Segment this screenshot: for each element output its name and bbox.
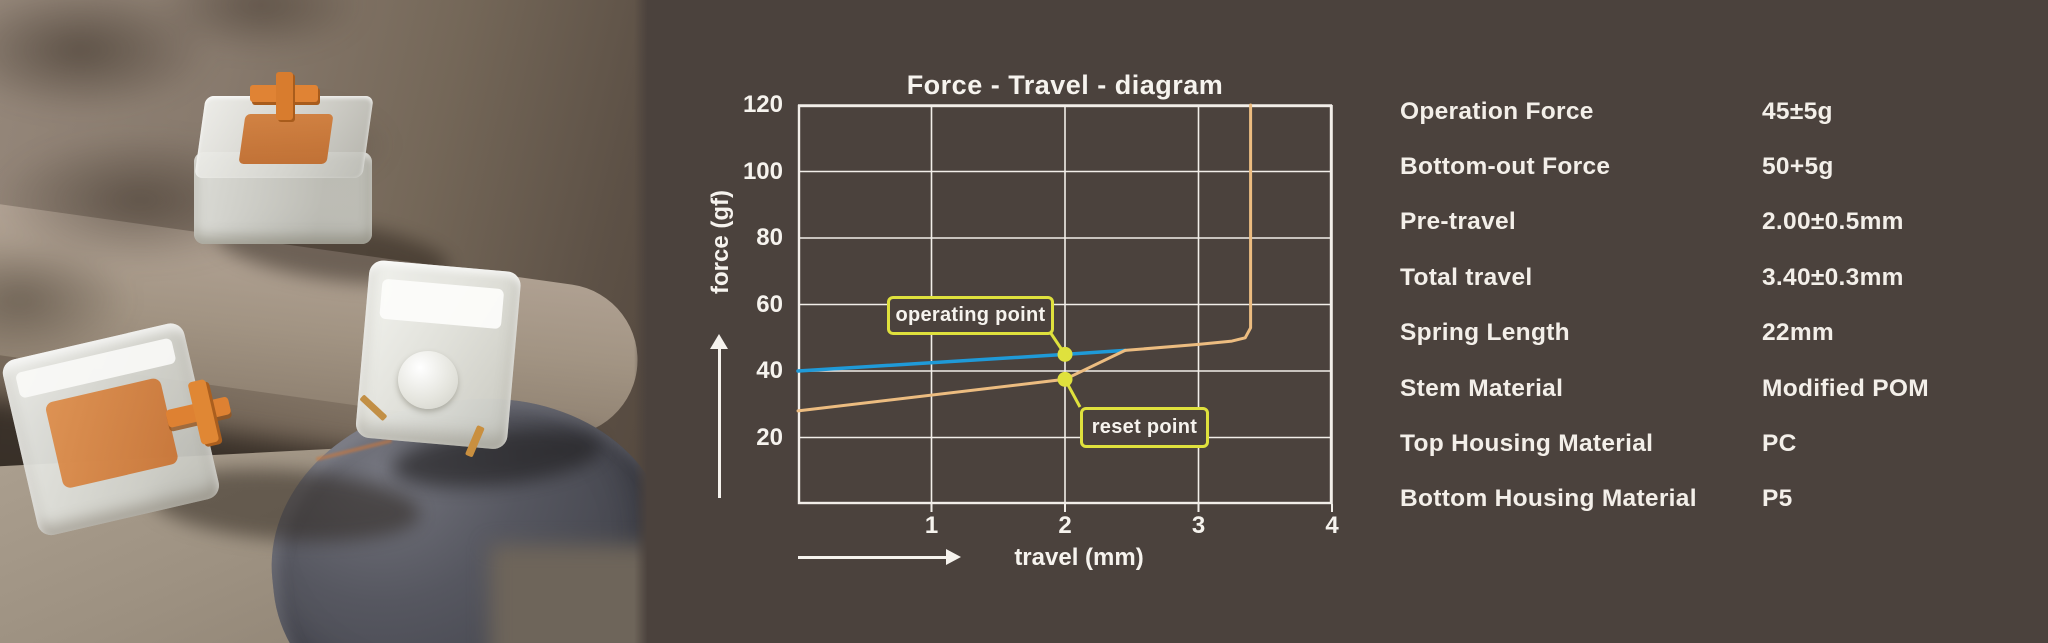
spec-label: Pre-travel <box>1400 208 1517 236</box>
switch-stem-cross <box>276 72 293 120</box>
switch-orange-slider <box>238 114 334 164</box>
x-axis-arrow <box>798 556 946 559</box>
spec-value: 2.00±0.5mm <box>1762 208 1904 236</box>
photo-edge-fade <box>634 0 650 643</box>
keyboard-switch-upside-down <box>348 251 535 465</box>
operating-point-callout: operating point <box>887 296 1054 335</box>
spec-row: Spring Length 22mm <box>1400 306 2020 361</box>
reset-point-callout: reset point <box>1080 407 1209 448</box>
series-return-bottom-out-curve <box>796 103 1253 413</box>
operating-point-marker <box>1057 346 1073 362</box>
spec-row: Operation Force 45±5g <box>1400 84 2020 139</box>
y-axis-label: force (gf) <box>707 190 734 294</box>
x-axis-arrow-head-icon <box>946 549 961 565</box>
spec-label: Stem Material <box>1400 374 1564 402</box>
spec-table: Operation Force 45±5g Bottom-out Force 50+5… <box>1400 84 2020 527</box>
series-downstroke-press-curve <box>796 348 1127 373</box>
reset-point-marker <box>1057 371 1073 387</box>
y-axis-arrow-head-icon <box>710 334 728 349</box>
chart-title: Force - Travel - diagram <box>906 70 1224 100</box>
y-tick-label: 100 <box>742 157 783 185</box>
spec-value: P5 <box>1762 485 1793 513</box>
x-tick-label: 4 <box>1325 512 1339 539</box>
y-tick-label: 120 <box>742 91 783 118</box>
spec-value: PC <box>1762 430 1797 458</box>
spec-row: Pre-travel 2.00±0.5mm <box>1400 195 2020 250</box>
spec-value: 50+5g <box>1762 153 1834 181</box>
keyboard-switch-upright <box>190 72 380 252</box>
spec-value: 22mm <box>1762 319 1835 347</box>
spec-row: Bottom Housing Material P5 <box>1400 472 2020 527</box>
spec-row: Stem Material Modified POM <box>1400 361 2020 416</box>
spec-row: Bottom-out Force 50+5g <box>1400 139 2020 194</box>
chart-canvas <box>796 103 1333 512</box>
product-photo <box>0 0 650 643</box>
y-tick-label: 80 <box>756 224 783 251</box>
y-tick-label: 60 <box>756 290 783 318</box>
force-travel-plot <box>796 103 1333 512</box>
spec-label: Top Housing Material <box>1400 430 1654 458</box>
x-tick-label: 3 <box>1191 512 1206 539</box>
spec-label: Spring Length <box>1400 319 1570 347</box>
y-tick-label: 20 <box>756 423 783 451</box>
spec-label: Bottom Housing Material <box>1400 485 1697 513</box>
spec-value: 45±5g <box>1762 97 1833 125</box>
spec-value: Modified POM <box>1762 374 1929 402</box>
x-tick-label: 1 <box>924 512 939 539</box>
y-tick-label: 40 <box>756 357 783 384</box>
spec-row: Top Housing Material PC <box>1400 416 2020 471</box>
x-axis-label: travel (mm) <box>1014 544 1144 571</box>
spec-row: Total travel 3.40±0.3mm <box>1400 250 2020 305</box>
spec-value: 3.40±0.3mm <box>1762 263 1904 291</box>
spec-label: Operation Force <box>1400 97 1594 125</box>
x-tick-label: 2 <box>1058 512 1072 539</box>
y-axis-arrow <box>718 348 721 498</box>
spec-label: Bottom-out Force <box>1400 153 1611 181</box>
floor-corner <box>490 545 650 643</box>
spec-label: Total travel <box>1400 263 1533 291</box>
